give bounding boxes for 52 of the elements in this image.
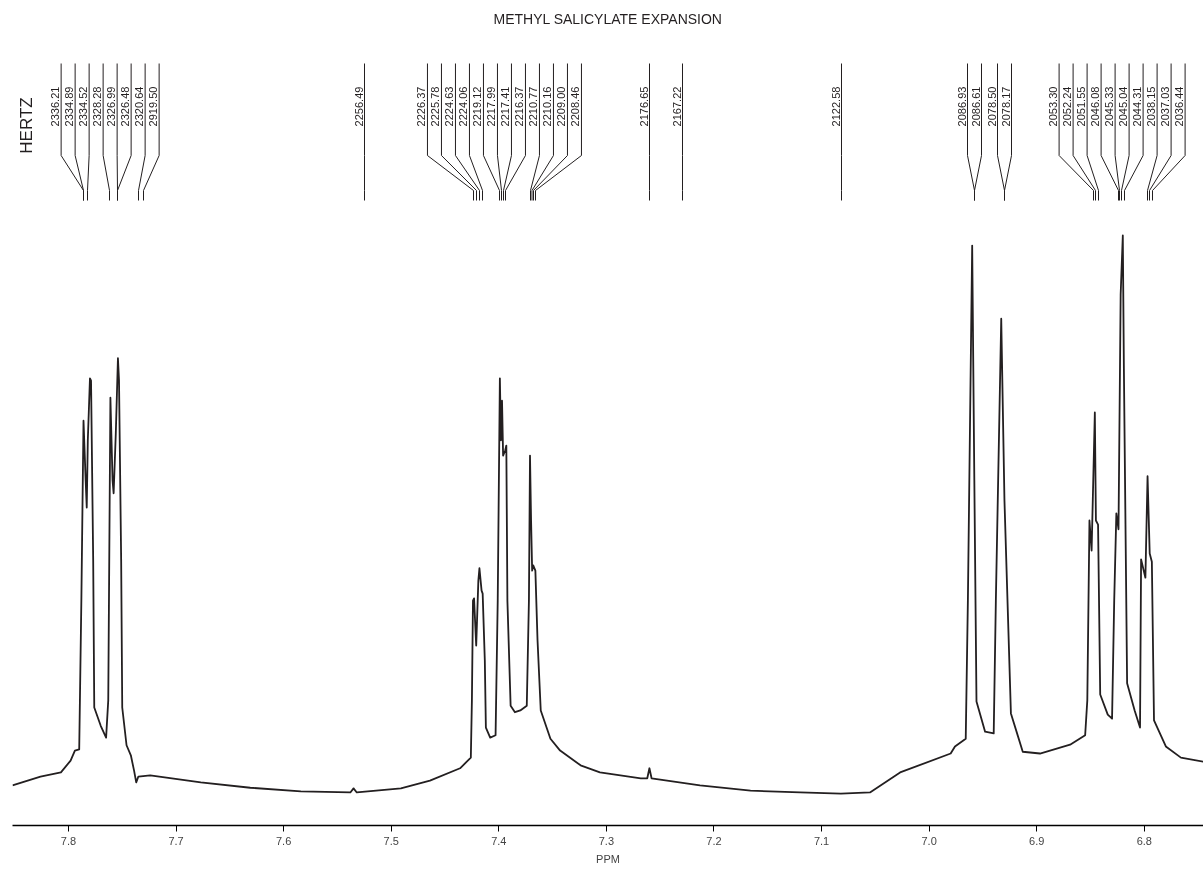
text: 2328.28 — [91, 86, 104, 127]
text: 2326.48 — [119, 86, 132, 127]
text: 2919.50 — [147, 86, 160, 127]
x-tick-label: 6.9 — [1029, 834, 1045, 847]
text: 2086.93 — [955, 86, 968, 127]
text: 2336.21 — [49, 86, 62, 127]
text: 2217.99 — [485, 86, 498, 127]
text: 2334.52 — [77, 86, 90, 127]
x-tick-label: 7.5 — [383, 834, 399, 847]
text: 2122.58 — [829, 86, 842, 127]
text: 2224.63 — [443, 86, 456, 127]
text: 2320.64 — [133, 86, 146, 127]
text: 2045.33 — [1103, 86, 1116, 127]
text: 2224.06 — [457, 86, 470, 127]
text: 2326.99 — [105, 86, 118, 127]
text: 2053.30 — [1047, 86, 1060, 127]
text: 2208.46 — [569, 86, 582, 127]
text: 2036.44 — [1173, 86, 1186, 127]
text: 2037.03 — [1159, 86, 1172, 127]
x-tick-label: 7.2 — [706, 834, 722, 847]
x-axis-title: PPM — [596, 852, 620, 865]
chart-title: METHYL SALICYLATE EXPANSION — [493, 10, 722, 27]
text: 2176.65 — [637, 86, 650, 127]
text: 2225.78 — [429, 86, 442, 127]
text: 2046.08 — [1089, 86, 1102, 127]
text: 2078.17 — [999, 86, 1012, 127]
x-tick-label: 7.8 — [60, 834, 77, 847]
text: 2045.04 — [1117, 86, 1130, 127]
text: 2216.37 — [513, 86, 526, 127]
x-tick-label: 7.1 — [813, 834, 830, 847]
text: 2217.41 — [499, 86, 512, 127]
text: 2256.49 — [352, 86, 365, 127]
text: 2051.55 — [1075, 86, 1088, 127]
x-tick-label: 7.0 — [921, 834, 937, 847]
text: 2052.24 — [1061, 86, 1074, 127]
text: 2044.31 — [1131, 86, 1144, 127]
x-tick-label: 7.7 — [168, 834, 184, 847]
x-tick-label: 7.3 — [598, 834, 615, 847]
x-tick-label: 7.6 — [275, 834, 292, 847]
text: 2219.12 — [471, 86, 484, 127]
text: 2226.37 — [415, 86, 428, 127]
text: 2078.50 — [985, 86, 998, 127]
text: HERTZ — [17, 97, 36, 154]
text: 2086.61 — [969, 86, 982, 127]
text: 2209.00 — [555, 86, 568, 127]
text: 2038.15 — [1145, 86, 1158, 127]
text: 2210.77 — [527, 86, 540, 127]
x-tick-label: 7.4 — [491, 834, 507, 847]
text: 2334.89 — [63, 86, 76, 127]
text: 2167.22 — [670, 86, 683, 127]
x-tick-label: 6.8 — [1136, 834, 1152, 847]
text: 2210.16 — [541, 86, 554, 127]
